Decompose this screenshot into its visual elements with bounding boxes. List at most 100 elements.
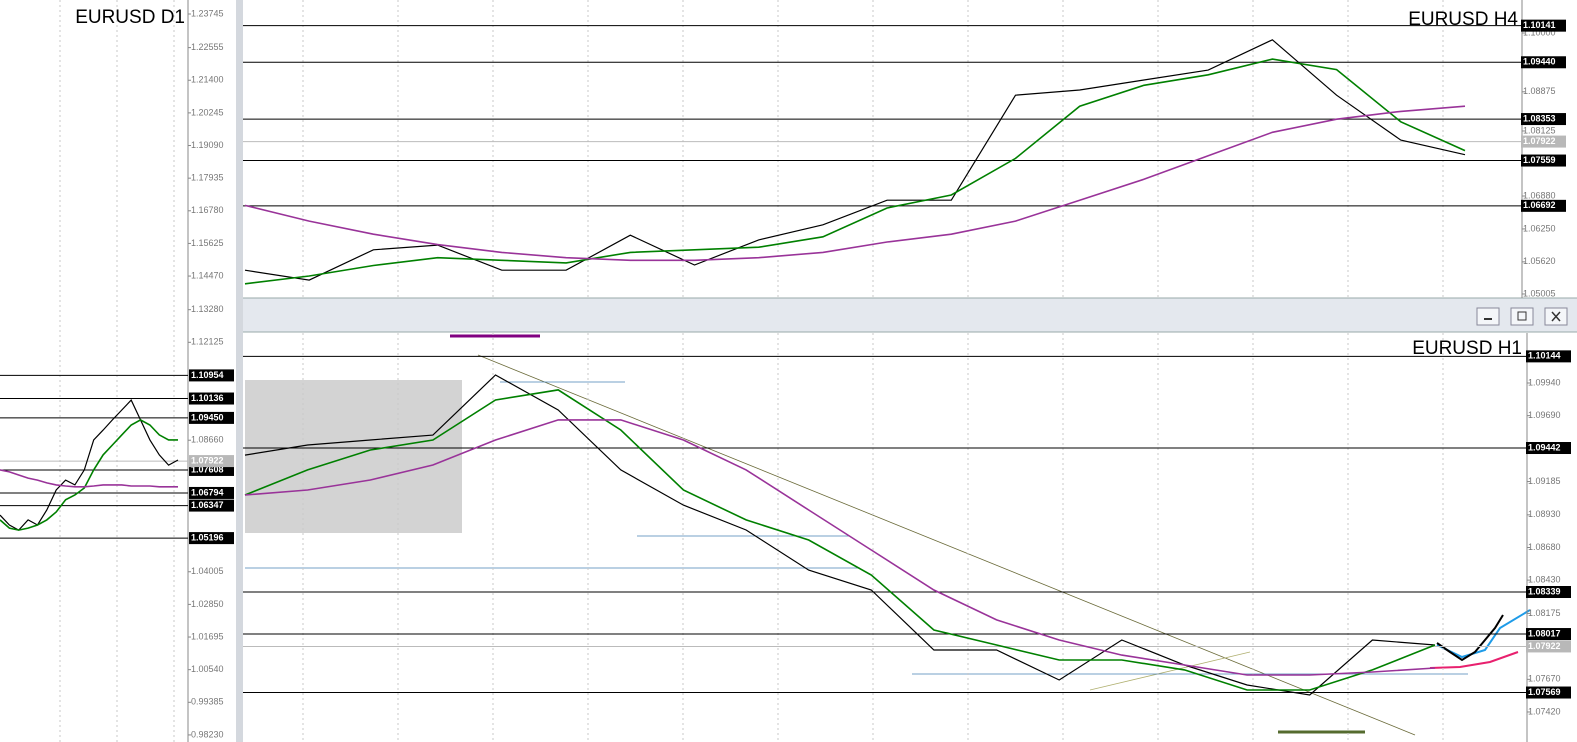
- level-label: 1.05196: [191, 532, 224, 542]
- y-tick-label: 1.13280: [191, 304, 224, 314]
- projection: [1429, 651, 1519, 669]
- level-label: 1.07608: [191, 464, 224, 474]
- price-line: [0, 399, 179, 531]
- current-price-label: 1.07922: [1523, 136, 1556, 146]
- moving-average: [244, 389, 1436, 691]
- level-label-box: [189, 411, 234, 424]
- icon: [1517, 311, 1527, 321]
- y-tick-label: 1.16780: [191, 205, 224, 215]
- y-tick-label: 1.10000: [1523, 27, 1556, 37]
- y-tick-label: 1.09940: [1528, 377, 1561, 387]
- level-label: 1.10141: [1523, 20, 1556, 30]
- current-price-box: [1521, 135, 1566, 148]
- y-tick-label: 1.06250: [1523, 223, 1556, 233]
- window-buttons: [1476, 307, 1568, 326]
- window-title-bar: [243, 298, 1577, 332]
- current-price-box: [1526, 640, 1571, 653]
- chart-title: EURUSD D1: [75, 7, 185, 28]
- trend-line: [1089, 651, 1251, 691]
- y-tick-label: 1.19090: [191, 140, 224, 150]
- y-tick-label: 1.08930: [1528, 509, 1561, 519]
- y-tick-label: 1.08125: [1523, 125, 1556, 135]
- y-tick-label: 0.98230: [191, 729, 224, 739]
- y-tick-label: 1.08430: [1528, 574, 1561, 584]
- splitter: [236, 0, 243, 742]
- restore-button[interactable]: [1510, 307, 1534, 326]
- y-tick-label: 1.04005: [191, 566, 224, 576]
- current-price-label: 1.07922: [1528, 641, 1561, 651]
- y-tick-label: 1.23745: [191, 8, 224, 18]
- level-label: 1.08017: [1528, 628, 1561, 638]
- moving-average: [244, 105, 1466, 262]
- y-tick-label: 1.20245: [191, 107, 224, 117]
- projection: [1436, 609, 1531, 659]
- level-label: 1.09442: [1528, 442, 1561, 452]
- y-tick-label: 1.05005: [1523, 288, 1556, 298]
- level-label: 1.10954: [191, 370, 224, 380]
- y-tick-label: 1.22555: [191, 42, 224, 52]
- level-label: 1.08353: [1523, 113, 1556, 123]
- level-label: 1.07569: [1528, 687, 1561, 697]
- level-label-box: [1521, 199, 1566, 212]
- level-label: 1.09440: [1523, 57, 1556, 67]
- chart-title: EURUSD H4: [1408, 9, 1518, 30]
- level-label: 1.10136: [191, 393, 224, 403]
- level-label-box: [1521, 154, 1566, 167]
- level-label: 1.06794: [191, 487, 224, 497]
- y-tick-label: 1.21400: [191, 75, 224, 85]
- y-tick-label: 1.12125: [191, 337, 224, 347]
- y-tick-label: 1.17935: [191, 173, 224, 183]
- y-tick-label: 1.09185: [1528, 476, 1561, 486]
- moving-average: [0, 469, 178, 488]
- range-box: [245, 380, 462, 533]
- y-tick-label: 1.00540: [191, 664, 224, 674]
- level-label-box: [1521, 113, 1566, 126]
- y-tick-label: 1.14470: [191, 270, 224, 280]
- y-tick-label: 1.07420: [1528, 706, 1561, 716]
- current-price-box: [189, 455, 234, 468]
- icon: [1551, 311, 1561, 322]
- chart-title: EURUSD H1: [1412, 338, 1522, 359]
- moving-average: [244, 419, 1436, 676]
- minimize-button[interactable]: [1476, 307, 1500, 326]
- price-line: [244, 39, 1466, 281]
- y-tick-label: 1.06880: [1523, 190, 1556, 200]
- level-label: 1.07559: [1523, 155, 1556, 165]
- level-label: 1.09450: [191, 412, 224, 422]
- y-tick-label: 1.07670: [1528, 674, 1561, 684]
- y-tick-label: 1.09690: [1528, 410, 1561, 420]
- price-line: [244, 374, 1436, 696]
- level-label-box: [189, 392, 234, 405]
- y-tick-label: 1.05620: [1523, 256, 1556, 266]
- y-tick-label: 1.08680: [1528, 542, 1561, 552]
- y-tick-label: 1.15625: [191, 238, 224, 248]
- level-label: 1.06347: [191, 500, 224, 510]
- y-tick-label: 1.01695: [191, 631, 224, 641]
- y-tick-label: 1.02850: [191, 599, 224, 609]
- projection: [1436, 614, 1504, 662]
- level-label-box: [189, 532, 234, 545]
- level-label-box: [189, 486, 234, 499]
- level-label-box: [1526, 628, 1571, 641]
- level-label-box: [1526, 586, 1571, 599]
- moving-average: [244, 58, 1466, 285]
- y-tick-label: 0.99385: [191, 697, 224, 707]
- trend-line: [477, 354, 1416, 736]
- level-label-box: [1526, 350, 1571, 363]
- level-label: 1.08339: [1528, 586, 1561, 596]
- level-label-box: [1526, 686, 1571, 699]
- y-tick-label: 1.08660: [191, 435, 224, 445]
- level-label-box: [1521, 56, 1566, 69]
- level-label-box: [1526, 442, 1571, 455]
- level-label: 1.06692: [1523, 200, 1556, 210]
- y-tick-label: 1.08875: [1523, 86, 1556, 96]
- level-label-box: [189, 369, 234, 382]
- level-label: 1.10144: [1528, 351, 1561, 361]
- moving-average: [0, 418, 178, 531]
- current-price-label: 1.07922: [191, 455, 224, 465]
- level-label-box: [189, 499, 234, 512]
- level-label-box: [1521, 19, 1566, 32]
- y-tick-label: 1.08175: [1528, 608, 1561, 618]
